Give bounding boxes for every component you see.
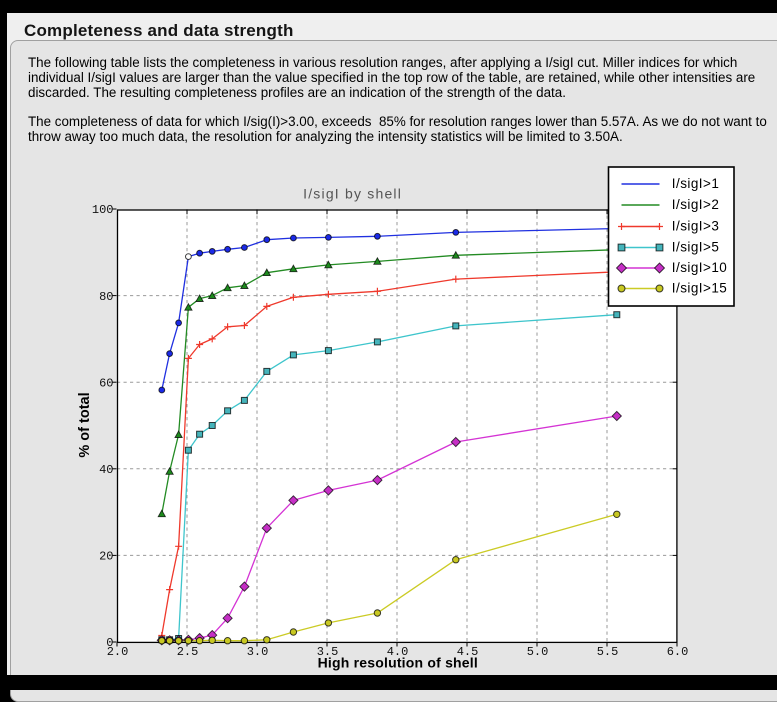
svg-text:3.5: 3.5	[317, 645, 339, 659]
svg-text:I/sigI>3: I/sigI>3	[672, 219, 720, 234]
svg-text:I/sigI>2: I/sigI>2	[672, 197, 720, 212]
svg-text:60: 60	[99, 376, 113, 390]
svg-text:2.5: 2.5	[177, 645, 199, 659]
svg-text:80: 80	[99, 290, 113, 304]
svg-text:% of total: % of total	[77, 392, 93, 457]
svg-text:100: 100	[92, 203, 114, 217]
svg-text:High resolution of shell: High resolution of shell	[318, 655, 478, 671]
svg-text:5.0: 5.0	[527, 645, 549, 659]
svg-text:3.0: 3.0	[247, 645, 269, 659]
svg-text:40: 40	[99, 463, 113, 477]
svg-text:2.0: 2.0	[107, 645, 129, 659]
svg-text:4.0: 4.0	[387, 645, 409, 659]
svg-text:I/sigI>5: I/sigI>5	[672, 240, 720, 255]
svg-text:I/sigI>1: I/sigI>1	[672, 176, 720, 191]
svg-text:0: 0	[106, 636, 113, 650]
svg-text:6.0: 6.0	[667, 645, 689, 659]
svg-text:I/sigI by shell: I/sigI by shell	[303, 186, 402, 202]
svg-text:I/sigI>15: I/sigI>15	[672, 281, 727, 296]
svg-text:4.5: 4.5	[457, 645, 479, 659]
svg-text:20: 20	[99, 550, 113, 564]
svg-text:5.5: 5.5	[597, 645, 619, 659]
svg-text:I/sigI>10: I/sigI>10	[672, 260, 727, 275]
